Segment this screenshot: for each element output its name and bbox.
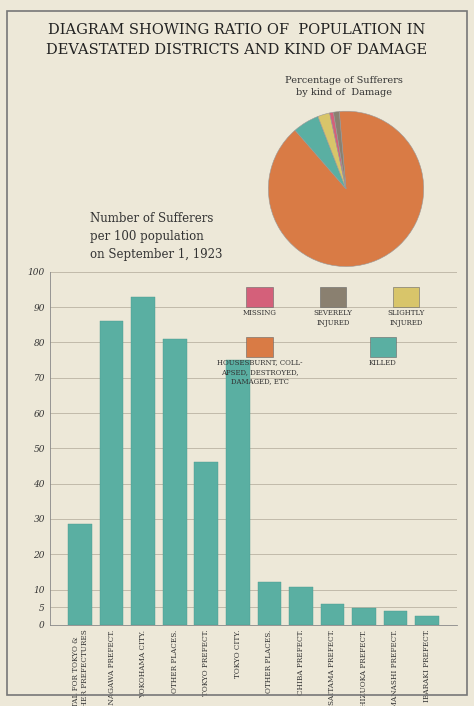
Wedge shape (333, 112, 346, 189)
Bar (289, 587, 313, 625)
Text: MISSING: MISSING (243, 309, 276, 317)
Text: DIAGRAM SHOWING RATIO OF  POPULATION IN
DEVASTATED DISTRICTS AND KIND OF DAMAGE: DIAGRAM SHOWING RATIO OF POPULATION IN D… (46, 23, 428, 57)
Text: SEVERELY
INJURED: SEVERELY INJURED (313, 309, 353, 327)
Text: Number of Sufferers
per 100 population
on September 1, 1923: Number of Sufferers per 100 population o… (90, 212, 223, 261)
Wedge shape (268, 112, 424, 266)
Bar (320, 604, 344, 625)
Wedge shape (329, 112, 346, 189)
Bar (257, 582, 281, 625)
Bar (226, 360, 250, 625)
Text: Percentage of Sufferers
by kind of  Damage: Percentage of Sufferers by kind of Damag… (285, 76, 402, 97)
Bar (352, 608, 376, 625)
Text: KILLED: KILLED (369, 359, 397, 366)
Wedge shape (318, 113, 346, 189)
Text: HOUSESBURNT, COLL-
APSED, DESTROYED,
DAMAGED, ETC: HOUSESBURNT, COLL- APSED, DESTROYED, DAM… (217, 359, 302, 385)
Bar (163, 339, 187, 625)
Bar (131, 297, 155, 625)
Wedge shape (295, 116, 346, 189)
Bar (383, 611, 407, 625)
Text: SLIGHTLY
INJURED: SLIGHTLY INJURED (388, 309, 425, 327)
Bar (68, 524, 92, 625)
Bar (194, 462, 218, 625)
Bar (100, 321, 124, 625)
Bar (415, 616, 439, 625)
